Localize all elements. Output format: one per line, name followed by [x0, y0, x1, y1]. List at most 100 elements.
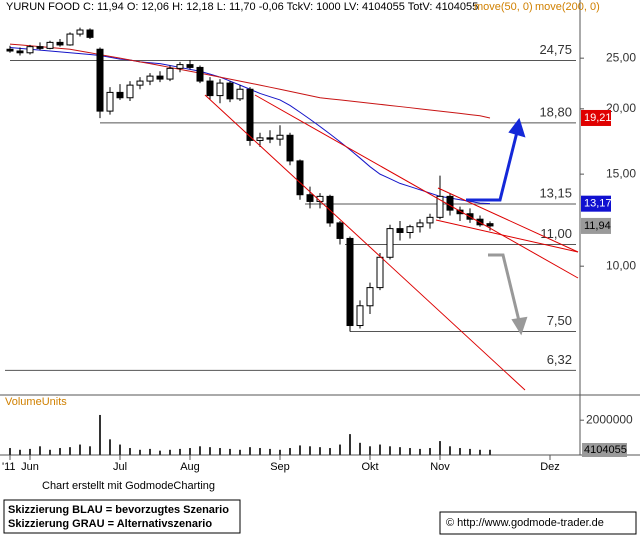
candle-body: [56, 41, 64, 46]
volume-bar: [239, 449, 241, 455]
candle-body: [386, 228, 394, 258]
candle-body: [216, 82, 224, 97]
volume-bar: [219, 448, 221, 455]
volume-bar: [9, 448, 11, 455]
volume-bar: [89, 446, 91, 455]
volume-bar: [39, 446, 41, 455]
copyright-box: [439, 511, 637, 535]
volume-bar: [459, 448, 461, 455]
volume-bar: [109, 439, 111, 455]
candle-body: [286, 134, 294, 162]
volume-bar: [489, 449, 491, 455]
candle-body: [456, 209, 464, 215]
volume-bar: [329, 448, 331, 455]
volume-bar: [389, 446, 391, 455]
volume-bar: [69, 447, 71, 455]
candle-body: [136, 80, 144, 86]
level-label: 24,75: [539, 42, 572, 57]
volume-bar: [419, 448, 421, 455]
volume-bar: [19, 449, 21, 455]
candle-body: [196, 66, 204, 82]
volume-bar: [269, 448, 271, 455]
candle-body: [146, 75, 154, 82]
last-value-label: 11,94: [584, 220, 611, 232]
volume-bar: [429, 448, 431, 455]
x-tick-label: Dez: [540, 461, 560, 473]
candle-body: [166, 67, 174, 80]
y-tick-label: 10,00: [606, 258, 636, 272]
volume-last-label: 4104055: [584, 444, 627, 456]
plot: 25,00 20,00 15,00 10,00 24,75 18,80 13,15 11,00…: [2, 27, 636, 473]
legend-gray: Skizzierung GRAU = Alternativszenario: [8, 518, 212, 530]
candle-body: [276, 134, 284, 140]
volume-bar: [129, 448, 131, 455]
candle-body: [346, 237, 354, 327]
indicator-label: move(50, 0): [474, 1, 533, 13]
level-label: 18,80: [539, 104, 572, 119]
volume-bar: [289, 448, 291, 455]
volume-bar: [479, 449, 481, 455]
volume-bar: [279, 449, 281, 455]
volume-bar: [469, 448, 471, 455]
volume-bar: [159, 450, 161, 455]
volume-bar: [409, 448, 411, 455]
x-tick-label: Aug: [180, 461, 200, 473]
candle-body: [446, 195, 454, 211]
candle-body: [396, 228, 404, 233]
volume-bar: [339, 444, 341, 455]
volume-bar: [229, 448, 231, 455]
volume-label: VolumeUnits: [5, 396, 67, 408]
candle-body: [436, 195, 444, 218]
volume-bar: [379, 444, 381, 455]
volume-bar: [359, 442, 361, 455]
volume-bar: [149, 448, 151, 455]
volume-bar: [199, 446, 201, 455]
candle-body: [6, 48, 14, 52]
candle-body: [66, 33, 74, 46]
volume-bar: [449, 446, 451, 455]
drawings: [204, 94, 579, 391]
volume-bar: [399, 447, 401, 455]
x-tick-label: Sep: [270, 461, 290, 473]
candle-body: [406, 226, 414, 233]
candle-body: [256, 137, 264, 141]
volume-bar: [139, 449, 141, 455]
scenario-arrow-blue: [466, 127, 520, 202]
x-tick-label: Nov: [430, 461, 450, 473]
last-value-label: 13,17: [584, 198, 612, 210]
volume-bar: [189, 448, 191, 455]
volume-bar: [319, 447, 321, 455]
volume-bar: [179, 448, 181, 455]
level-label: 6,32: [547, 352, 572, 367]
indicator-label: move(200, 0): [535, 1, 600, 13]
legend-box: [3, 499, 241, 534]
arrow-head: [511, 316, 528, 336]
candle-body: [206, 80, 214, 97]
last-value-box: [581, 109, 611, 126]
candle-body: [86, 29, 94, 38]
trend-line: [437, 187, 579, 253]
legend-blue: Skizzierung BLAU = bevorzugtes Szenario: [8, 504, 229, 516]
candle-body: [96, 48, 104, 112]
candle-body: [176, 64, 184, 69]
scenario-arrow-gray: [488, 253, 522, 326]
candle-body: [416, 222, 424, 228]
candle-body: [186, 64, 194, 68]
x-tick-label: '11: [2, 461, 16, 473]
volume-bar: [29, 448, 31, 455]
volume-bar: [79, 444, 81, 455]
x-tick-label: Jul: [113, 461, 127, 473]
x-tick-label: Jun: [21, 461, 39, 473]
candle-body: [336, 222, 344, 239]
volume-bar: [249, 447, 251, 455]
candle-body: [246, 88, 254, 141]
volume-bar: [259, 448, 261, 455]
candle-body: [296, 160, 304, 196]
volume-last-box: [582, 443, 627, 457]
candle-body: [366, 287, 374, 307]
moving-average: [9, 43, 491, 119]
candle-body: [46, 41, 54, 49]
